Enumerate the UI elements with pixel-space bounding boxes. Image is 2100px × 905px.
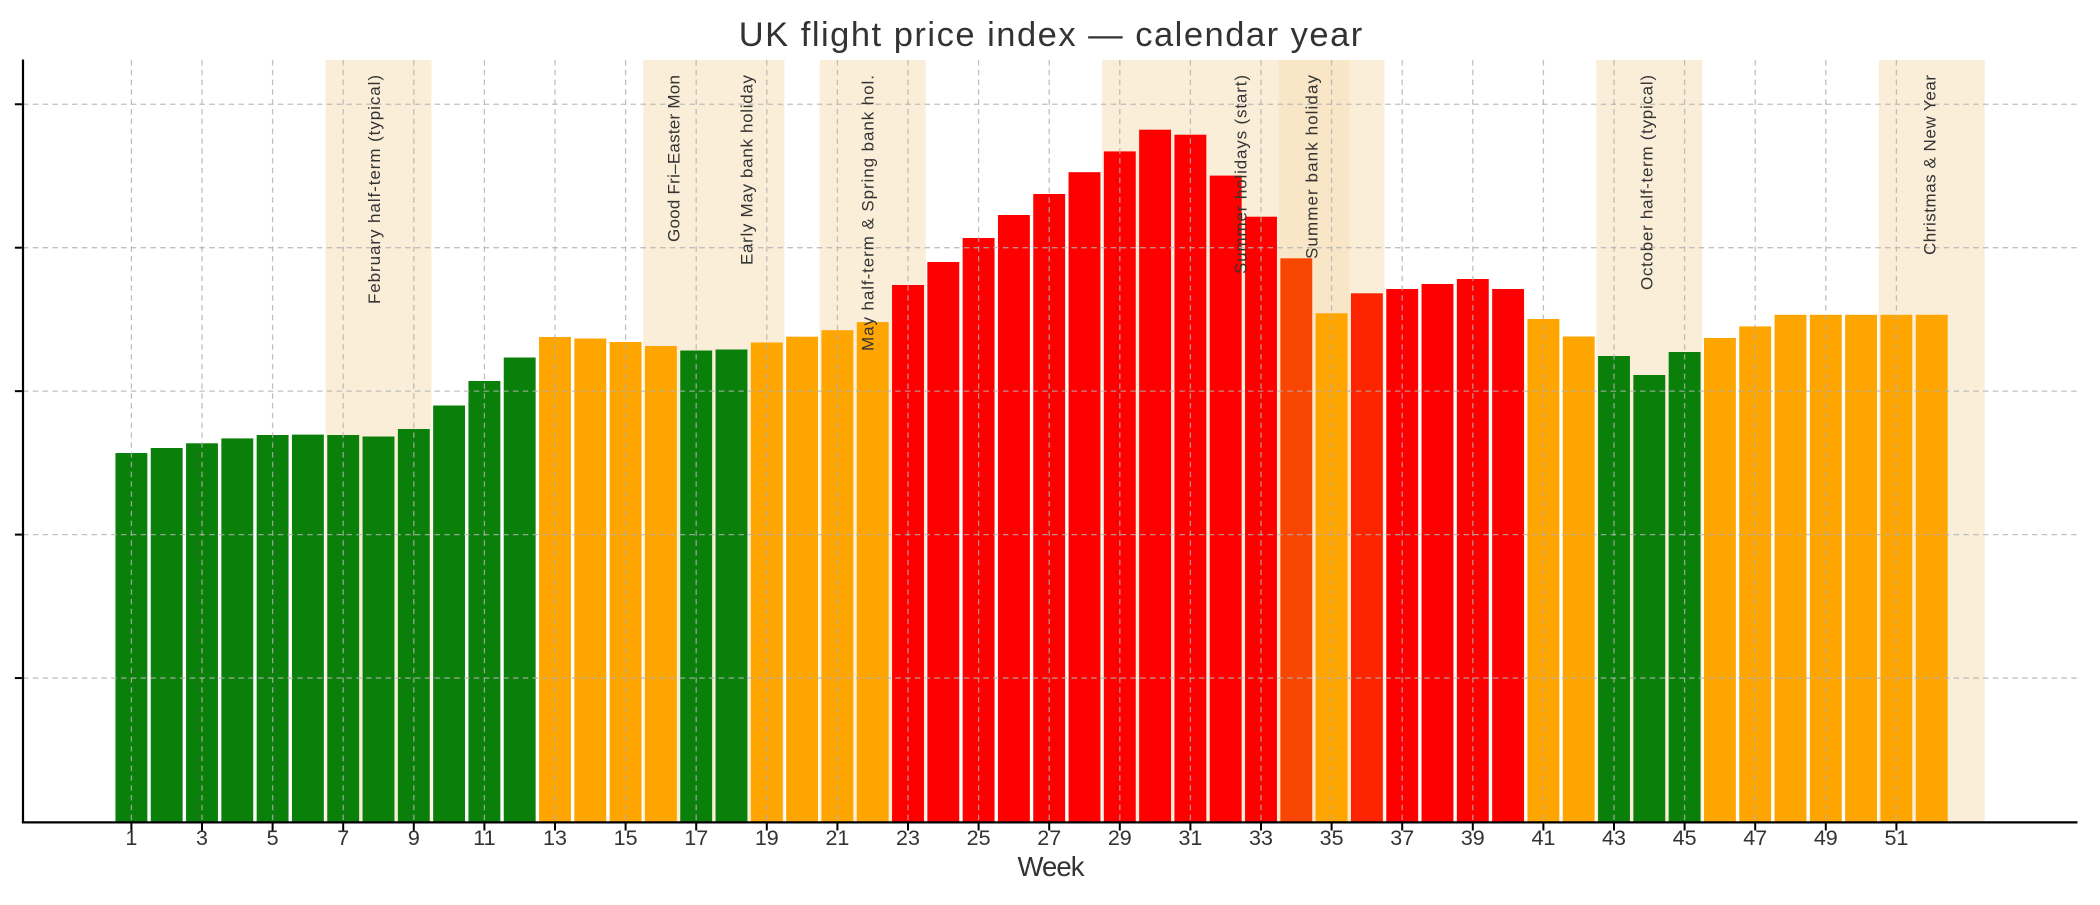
svg-text:49: 49 [1814, 826, 1838, 850]
svg-text:21: 21 [825, 826, 849, 850]
svg-text:23: 23 [896, 826, 920, 850]
svg-text:3: 3 [196, 826, 208, 850]
svg-text:7: 7 [337, 826, 349, 850]
svg-text:9: 9 [408, 826, 420, 850]
svg-text:15: 15 [614, 826, 638, 850]
svg-text:Summer holidays (start): Summer holidays (start) [1232, 75, 1251, 274]
svg-text:51: 51 [1884, 826, 1908, 850]
svg-text:29: 29 [1108, 826, 1132, 850]
svg-text:27: 27 [1037, 826, 1061, 850]
svg-text:43: 43 [1602, 826, 1626, 850]
svg-text:41: 41 [1531, 826, 1555, 850]
svg-text:UK flight price index — calend: UK flight price index — calendar year [739, 16, 1363, 54]
svg-text:Christmas & New Year: Christmas & New Year [1921, 75, 1940, 255]
svg-text:39: 39 [1461, 826, 1485, 850]
svg-text:1: 1 [125, 826, 137, 850]
svg-text:31: 31 [1178, 826, 1202, 850]
svg-text:17: 17 [684, 826, 708, 850]
svg-text:25: 25 [967, 826, 991, 850]
svg-text:Good Fri–Easter Mon: Good Fri–Easter Mon [665, 75, 684, 242]
svg-text:37: 37 [1390, 826, 1414, 850]
svg-text:Week: Week [1018, 851, 1085, 882]
svg-text:February half-term (typical): February half-term (typical) [365, 75, 384, 304]
svg-text:47: 47 [1743, 826, 1767, 850]
svg-text:October half-term (typical): October half-term (typical) [1638, 75, 1657, 290]
svg-text:45: 45 [1673, 826, 1697, 850]
svg-text:13: 13 [543, 826, 567, 850]
svg-text:5: 5 [267, 826, 279, 850]
svg-text:Early May bank holiday: Early May bank holiday [738, 75, 757, 266]
svg-text:Summer bank holiday: Summer bank holiday [1303, 75, 1322, 260]
svg-text:19: 19 [755, 826, 779, 850]
svg-text:35: 35 [1320, 826, 1344, 850]
svg-text:33: 33 [1249, 826, 1273, 850]
svg-text:11: 11 [473, 826, 495, 850]
svg-text:May half-term & Spring bank ho: May half-term & Spring bank hol. [859, 75, 878, 351]
